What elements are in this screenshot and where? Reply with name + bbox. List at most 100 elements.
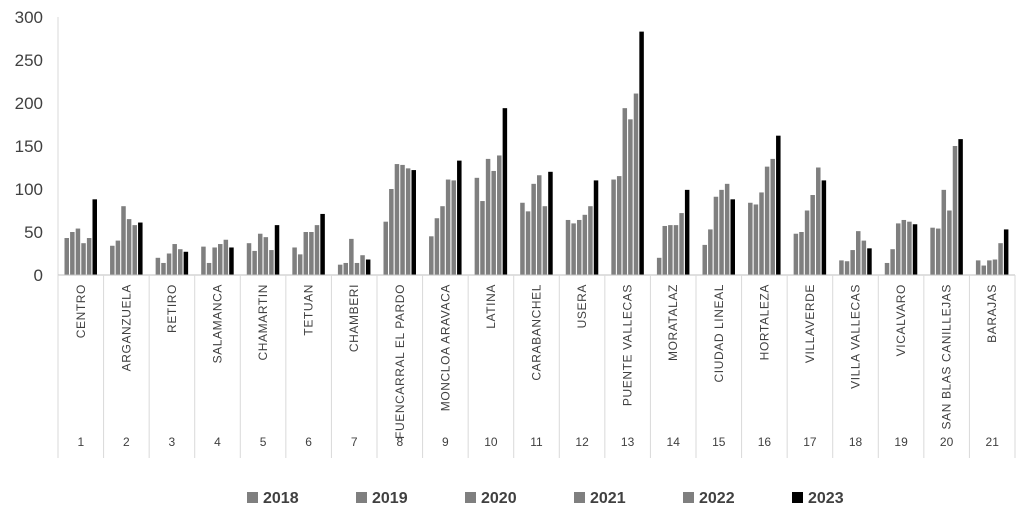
bar-2022-15 bbox=[724, 183, 730, 275]
legend-swatch-2023 bbox=[792, 492, 803, 503]
bar-2020-3 bbox=[166, 253, 172, 275]
bar-2023-4 bbox=[229, 247, 234, 275]
bar-2020-13 bbox=[622, 108, 628, 275]
bar-2020-17 bbox=[804, 210, 810, 275]
bar-2018-19 bbox=[884, 262, 890, 275]
bar-2023-1 bbox=[92, 199, 97, 275]
x-category-number: 13 bbox=[621, 435, 635, 449]
legend-label-2023: 2023 bbox=[808, 490, 844, 507]
bar-2018-13 bbox=[611, 179, 616, 275]
bar-2021-11 bbox=[537, 175, 542, 275]
bar-2021-6 bbox=[309, 232, 314, 275]
legend-swatch-2021 bbox=[574, 492, 585, 503]
x-category-number: 8 bbox=[396, 435, 403, 449]
bar-2023-6 bbox=[320, 213, 325, 275]
x-category-number: 3 bbox=[169, 435, 176, 449]
legend-label-2021: 2021 bbox=[590, 490, 626, 507]
bar-2021-18 bbox=[856, 231, 861, 275]
x-category-number: 15 bbox=[712, 435, 726, 449]
bar-2019-10 bbox=[480, 201, 485, 275]
bar-2021-4 bbox=[218, 244, 223, 275]
bar-2022-18 bbox=[861, 240, 867, 275]
bar-2018-9 bbox=[429, 236, 434, 275]
legend-label-2018: 2018 bbox=[263, 490, 299, 507]
bar-2019-11 bbox=[525, 211, 531, 275]
bar-2020-2 bbox=[121, 206, 126, 275]
bar-2021-16 bbox=[764, 166, 770, 275]
bar-2019-12 bbox=[571, 223, 576, 275]
bar-2020-5 bbox=[257, 233, 263, 275]
bar-2022-16 bbox=[770, 158, 775, 275]
bar-2021-17 bbox=[810, 195, 815, 275]
bar-2022-20 bbox=[952, 146, 958, 275]
bar-2023-12 bbox=[593, 180, 599, 275]
bar-2022-19 bbox=[907, 221, 912, 275]
y-tick-label: 150 bbox=[15, 137, 43, 156]
bar-2022-21 bbox=[998, 243, 1003, 275]
legend-swatch-2018 bbox=[247, 492, 258, 503]
bar-2020-10 bbox=[485, 158, 491, 275]
bar-2018-20 bbox=[930, 227, 935, 275]
bar-2022-4 bbox=[223, 239, 229, 275]
x-category-label: BARAJAS bbox=[985, 284, 999, 343]
x-category-label: HORTALEZA bbox=[757, 284, 771, 360]
x-category-label: MONCLOA ARAVACA bbox=[438, 284, 452, 411]
bar-2019-18 bbox=[844, 261, 850, 275]
bar-2020-6 bbox=[303, 232, 309, 275]
bar-2023-3 bbox=[183, 251, 189, 275]
bar-2021-21 bbox=[992, 259, 998, 275]
bar-2022-9 bbox=[451, 180, 456, 275]
legend-label-2022: 2022 bbox=[699, 490, 735, 507]
bar-2018-16 bbox=[748, 202, 753, 275]
bar-2018-6 bbox=[292, 247, 297, 275]
bar-2021-15 bbox=[719, 189, 724, 275]
bar-2022-3 bbox=[178, 249, 183, 275]
x-category-label: VILLA VALLECAS bbox=[849, 284, 863, 389]
bar-2018-4 bbox=[201, 246, 206, 275]
bar-2023-19 bbox=[912, 224, 918, 275]
bar-2022-12 bbox=[588, 206, 593, 275]
bar-2020-8 bbox=[394, 164, 400, 275]
bar-2018-15 bbox=[702, 244, 707, 275]
x-category-label: CENTRO bbox=[74, 284, 88, 338]
x-category-label: RETIRO bbox=[165, 284, 179, 333]
x-category-number: 1 bbox=[77, 435, 84, 449]
bar-2022-6 bbox=[314, 225, 320, 275]
bar-2020-12 bbox=[576, 219, 582, 275]
bar-2021-10 bbox=[491, 170, 496, 275]
x-category-number: 11 bbox=[530, 435, 543, 449]
x-category-number: 12 bbox=[575, 435, 589, 449]
bar-2020-1 bbox=[75, 228, 81, 275]
bar-2018-18 bbox=[839, 260, 844, 275]
bar-2022-13 bbox=[633, 93, 639, 275]
bar-2023-5 bbox=[274, 225, 280, 275]
y-tick-label: 50 bbox=[24, 223, 43, 242]
bar-2019-5 bbox=[252, 250, 257, 275]
x-category-label: MORATALAZ bbox=[666, 284, 680, 361]
x-category-label: CHAMBERI bbox=[347, 284, 361, 352]
bar-2019-2 bbox=[115, 240, 121, 275]
bar-2023-11 bbox=[548, 171, 553, 275]
bar-2018-2 bbox=[110, 245, 115, 275]
bar-2020-21 bbox=[987, 260, 992, 275]
bar-2021-5 bbox=[263, 237, 269, 275]
x-category-label: USERA bbox=[575, 284, 589, 328]
bar-2021-3 bbox=[172, 244, 177, 275]
bar-2018-1 bbox=[64, 238, 69, 275]
x-category-label: VILLAVERDE bbox=[803, 284, 817, 363]
axes bbox=[57, 17, 1016, 458]
x-category-label: ARGANZUELA bbox=[119, 284, 133, 371]
bar-2021-14 bbox=[673, 225, 679, 275]
bar-2018-5 bbox=[246, 243, 252, 275]
bar-2019-6 bbox=[297, 254, 303, 275]
bar-2019-7 bbox=[343, 262, 349, 275]
bar-2020-15 bbox=[713, 196, 719, 275]
y-tick-label: 200 bbox=[15, 94, 43, 113]
bar-2023-16 bbox=[776, 135, 781, 275]
bar-2019-15 bbox=[708, 229, 713, 275]
bar-2021-7 bbox=[354, 262, 360, 275]
x-category-label: CHAMARTIN bbox=[256, 284, 270, 361]
bar-2022-7 bbox=[360, 255, 365, 275]
bar-2023-15 bbox=[730, 199, 735, 275]
x-category-number: 14 bbox=[667, 435, 681, 449]
